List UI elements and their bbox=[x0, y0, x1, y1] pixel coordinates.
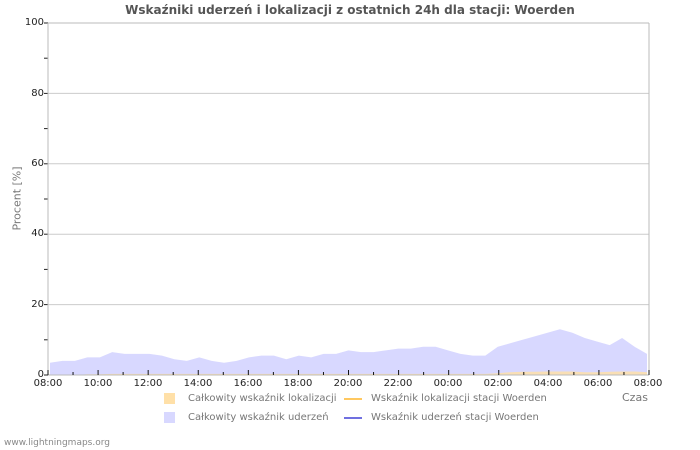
legend-label: Wskaźnik lokalizacji stacji Woerden bbox=[371, 393, 547, 404]
legend-label: Całkowity wskaźnik uderzeń bbox=[188, 412, 329, 423]
legend-station-strikes: Wskaźnik uderzeń stacji Woerden bbox=[344, 412, 539, 423]
x-tick: 12:00 bbox=[133, 378, 163, 389]
legend-line-blue bbox=[344, 416, 362, 419]
y-tick: 40 bbox=[31, 228, 44, 239]
x-tick: 06:00 bbox=[583, 378, 613, 389]
y-axis-label: Procent [%] bbox=[10, 166, 24, 231]
legend-total-location: Całkowity wskaźnik lokalizacji bbox=[164, 393, 337, 404]
x-tick: 10:00 bbox=[83, 378, 113, 389]
x-axis-label: Czas bbox=[622, 391, 648, 404]
y-tick: 20 bbox=[31, 299, 44, 310]
y-tick: 60 bbox=[31, 158, 44, 169]
x-tick: 22:00 bbox=[383, 378, 413, 389]
legend-station-location: Wskaźnik lokalizacji stacji Woerden bbox=[344, 393, 547, 404]
x-tick: 16:00 bbox=[233, 378, 263, 389]
y-tick: 80 bbox=[31, 88, 44, 99]
x-tick: 00:00 bbox=[433, 378, 463, 389]
x-tick: 18:00 bbox=[283, 378, 313, 389]
x-tick: 20:00 bbox=[333, 378, 363, 389]
x-tick: 08:00 bbox=[33, 378, 63, 389]
x-tick: 14:00 bbox=[183, 378, 213, 389]
chart-title: Wskaźniki uderzeń i lokalizacji z ostatn… bbox=[125, 3, 575, 17]
legend-swatch-orange bbox=[164, 393, 175, 404]
legend-total-strikes: Całkowity wskaźnik uderzeń bbox=[164, 412, 329, 423]
x-tick: 04:00 bbox=[533, 378, 563, 389]
legend-label: Wskaźnik uderzeń stacji Woerden bbox=[371, 412, 539, 423]
x-tick: 02:00 bbox=[483, 378, 513, 389]
legend-line-orange bbox=[344, 397, 362, 400]
y-tick: 0 bbox=[37, 369, 44, 380]
source-link[interactable]: www.lightningmaps.org bbox=[4, 438, 110, 448]
legend-swatch-blue bbox=[164, 412, 175, 423]
x-tick: 08:00 bbox=[633, 378, 663, 389]
y-tick: 100 bbox=[24, 17, 44, 28]
legend-label: Całkowity wskaźnik lokalizacji bbox=[188, 393, 337, 404]
